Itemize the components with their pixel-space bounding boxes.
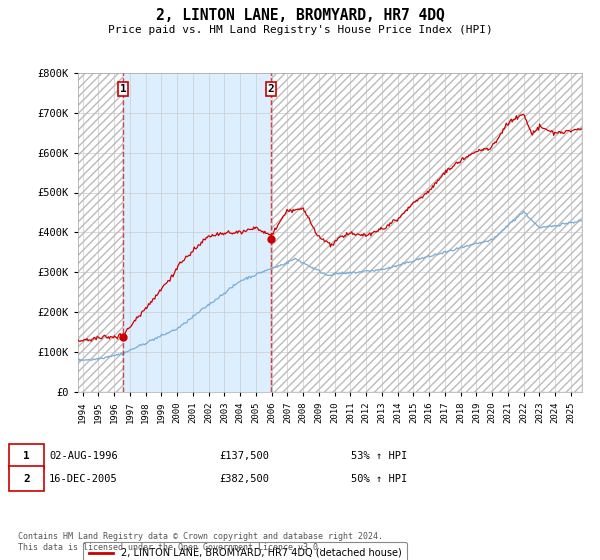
Text: 50% ↑ HPI: 50% ↑ HPI (351, 474, 407, 484)
Text: Contains HM Land Registry data © Crown copyright and database right 2024.
This d: Contains HM Land Registry data © Crown c… (18, 532, 383, 552)
Legend: 2, LINTON LANE, BROMYARD, HR7 4DQ (detached house), HPI: Average price, detached: 2, LINTON LANE, BROMYARD, HR7 4DQ (detac… (83, 542, 407, 560)
Text: 02-AUG-1996: 02-AUG-1996 (49, 451, 118, 461)
Text: £382,500: £382,500 (219, 474, 269, 484)
Text: 1: 1 (120, 84, 127, 94)
Text: 1: 1 (23, 451, 30, 461)
Text: 2: 2 (268, 84, 274, 94)
Text: Price paid vs. HM Land Registry's House Price Index (HPI): Price paid vs. HM Land Registry's House … (107, 25, 493, 35)
Text: £137,500: £137,500 (219, 451, 269, 461)
Text: 2: 2 (23, 474, 30, 484)
Text: 53% ↑ HPI: 53% ↑ HPI (351, 451, 407, 461)
Text: 2, LINTON LANE, BROMYARD, HR7 4DQ: 2, LINTON LANE, BROMYARD, HR7 4DQ (155, 8, 445, 24)
Text: 16-DEC-2005: 16-DEC-2005 (49, 474, 118, 484)
